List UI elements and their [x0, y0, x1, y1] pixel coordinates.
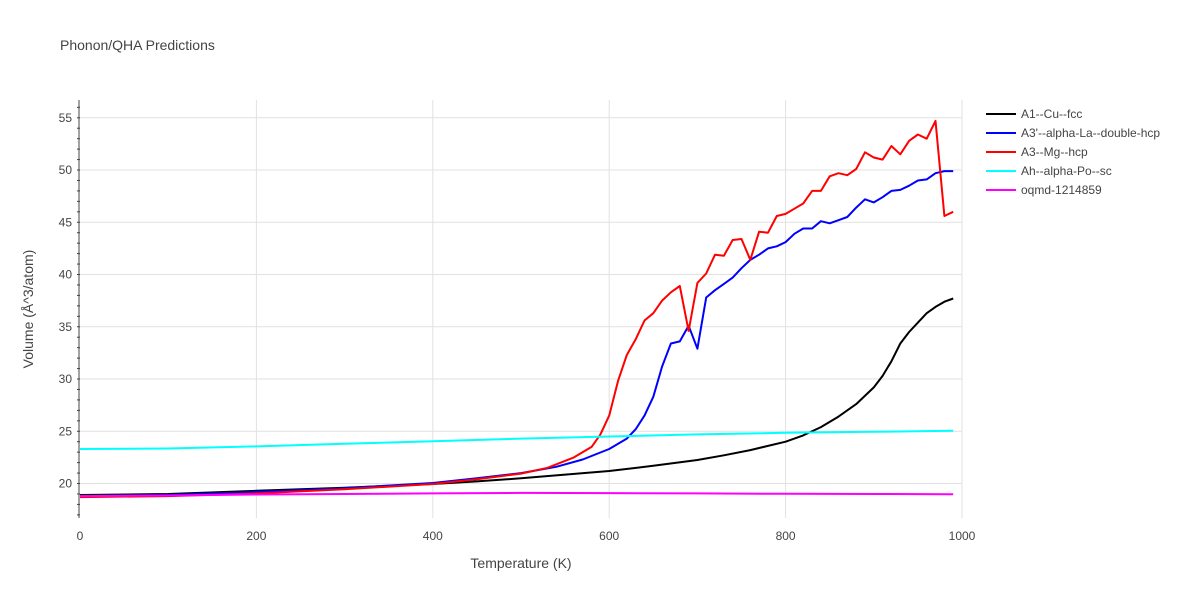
x-tick-label: 400 [423, 529, 443, 543]
legend-label: Ah--alpha-Po--sc [1021, 164, 1112, 178]
y-tick-label: 50 [59, 163, 73, 177]
legend-label: A3--Mg--hcp [1021, 145, 1088, 159]
series-line [79, 119, 954, 499]
legend-label: oqmd-1214859 [1021, 183, 1102, 197]
legend-item[interactable]: A3--Mg--hcp [986, 145, 1088, 159]
legend-label: A1--Cu--fcc [1021, 107, 1082, 121]
x-tick-label: 200 [246, 529, 266, 543]
y-axis: 20 25 30 35 40 45 50 55 [59, 106, 80, 516]
x-tick-label: 1000 [949, 529, 976, 543]
y-tick-label: 20 [59, 477, 73, 491]
series-line [79, 491, 954, 498]
x-tick-label: 600 [599, 529, 619, 543]
x-axis: 0 200 400 600 800 1000 [77, 529, 976, 543]
y-tick-label: 35 [59, 320, 73, 334]
y-tick-label: 45 [59, 215, 73, 229]
y-axis-title: Volume (Å^3/atom) [20, 250, 36, 369]
grid [80, 100, 963, 518]
legend-item[interactable]: oqmd-1214859 [986, 183, 1102, 197]
y-tick-label: 40 [59, 268, 73, 282]
series-line [79, 429, 954, 450]
legend-item[interactable]: A3'--alpha-La--double-hcp [986, 126, 1160, 140]
y-tick-label: 30 [59, 372, 73, 386]
chart-title: Phonon/QHA Predictions [60, 37, 215, 53]
series-line [79, 297, 954, 496]
x-axis-title: Temperature (K) [470, 555, 571, 571]
legend[interactable]: A1--Cu--fcc A3'--alpha-La--double-hcp A3--… [986, 107, 1160, 197]
y-tick-label: 55 [59, 111, 73, 125]
legend-item[interactable]: A1--Cu--fcc [986, 107, 1082, 121]
y-tick-label: 25 [59, 424, 73, 438]
x-tick-label: 0 [77, 529, 84, 543]
x-tick-label: 800 [776, 529, 796, 543]
legend-item[interactable]: Ah--alpha-Po--sc [986, 164, 1112, 178]
series-layer [79, 119, 954, 499]
legend-label: A3'--alpha-La--double-hcp [1021, 126, 1160, 140]
series-line [79, 170, 954, 498]
